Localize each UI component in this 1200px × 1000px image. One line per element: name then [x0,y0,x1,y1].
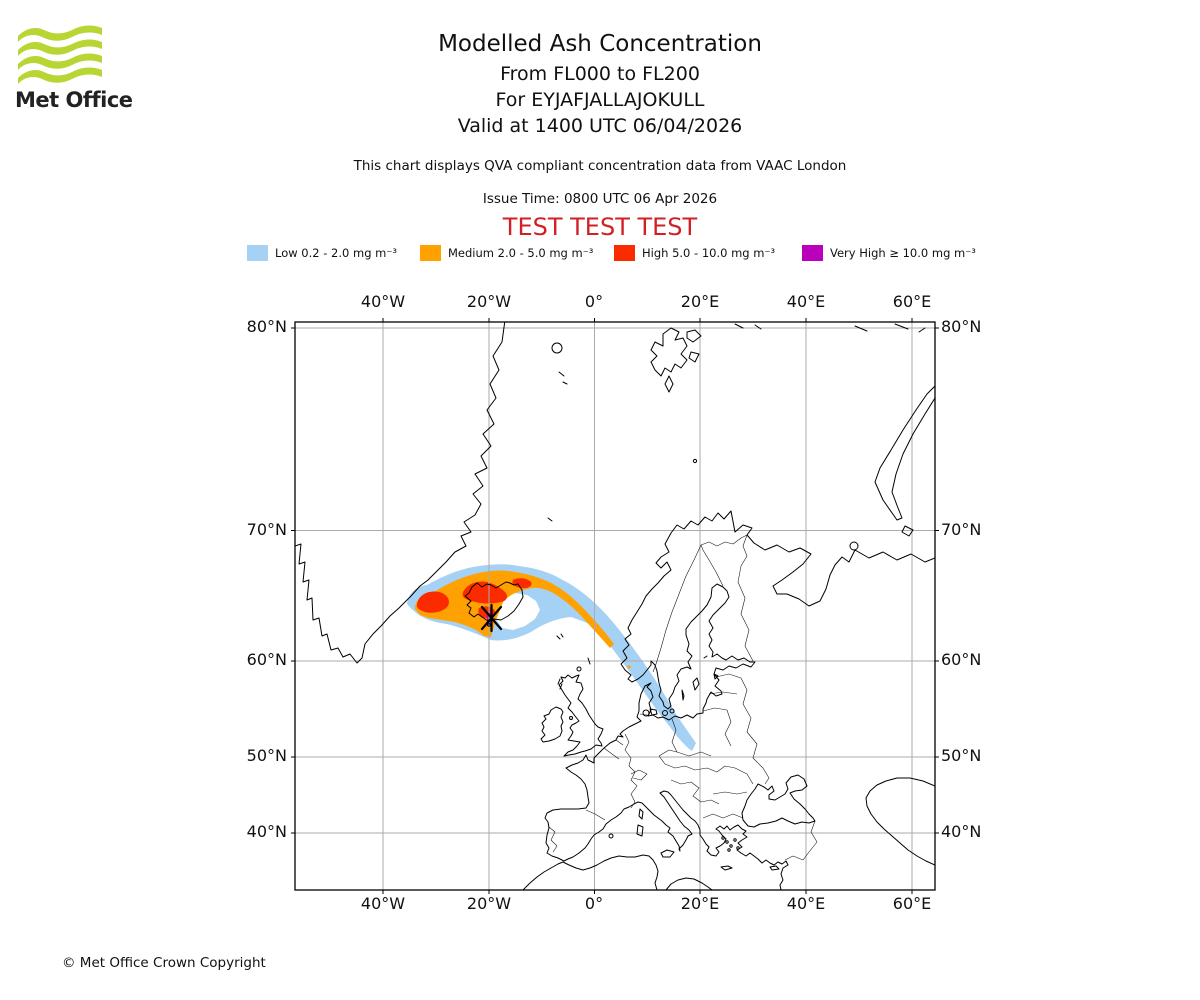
met-office-waves-icon [18,25,102,84]
axis-label-top-0: 0° [584,292,604,311]
qva-note: This chart displays QVA compliant concen… [353,158,847,174]
axis-label-top-60e: 60°E [892,292,932,311]
axis-label-left-70n: 70°N [246,520,287,539]
axis-label-left-40n: 40°N [246,822,287,841]
axis-label-bottom-20w: 20°W [466,894,512,913]
legend-label-medium: Medium 2.0 - 5.0 mg m⁻³ [448,246,594,260]
axis-label-top-20e: 20°E [680,292,720,311]
volcano-marker-icon [480,603,503,633]
axis-label-right-40n: 40°N [941,822,982,841]
legend-label-high: High 5.0 - 10.0 mg m⁻³ [642,246,776,260]
legend-item-high: High 5.0 - 10.0 mg m⁻³ [614,244,775,262]
legend-item-medium: Medium 2.0 - 5.0 mg m⁻³ [420,244,593,262]
legend-swatch-low [247,245,268,261]
axis-label-left-60n: 60°N [246,650,287,669]
legend-label-low: Low 0.2 - 2.0 mg m⁻³ [275,246,398,260]
axis-label-right-50n: 50°N [941,746,982,765]
subtitle-valid-time: Valid at 1400 UTC 06/04/2026 [457,115,743,137]
map-canvas [290,317,940,895]
issue-time: Issue Time: 0800 UTC 06 Apr 2026 [482,191,718,207]
axis-label-bottom-20e: 20°E [680,894,720,913]
met-office-wordmark: Met Office [15,88,133,112]
legend-item-very-high: Very High ≥ 10.0 mg m⁻³ [802,244,976,262]
test-banner: TEST TEST TEST [502,213,698,241]
country-borders [548,534,818,861]
axis-label-bottom-40w: 40°W [360,894,406,913]
axis-label-bottom-40e: 40°E [786,894,826,913]
axis-label-right-80n: 80°N [941,317,982,336]
axis-label-left-50n: 50°N [246,746,287,765]
axis-label-top-20w: 20°W [466,292,512,311]
axis-label-top-40w: 40°W [360,292,406,311]
axis-label-bottom-60e: 60°E [892,894,932,913]
legend-label-very-high: Very High ≥ 10.0 mg m⁻³ [830,246,976,260]
axis-label-left-80n: 80°N [246,317,287,336]
map-frame [294,321,936,891]
axis-ticks [291,318,939,894]
subtitle-volcano: For EYJAFJALLAJOKULL [495,89,705,111]
legend-swatch-medium [420,245,441,261]
page-title: Modelled Ash Concentration [438,31,762,57]
axis-label-top-40e: 40°E [786,292,826,311]
copyright-note: © Met Office Crown Copyright [62,955,266,971]
map-gridlines [295,322,935,890]
subtitle-flight-levels: From FL000 to FL200 [500,63,700,85]
coastlines [295,322,935,890]
axis-label-right-70n: 70°N [941,520,982,539]
axis-label-bottom-0: 0° [584,894,604,913]
met-office-logo [14,22,144,117]
legend-swatch-very-high [802,245,823,261]
legend-swatch-high [614,245,635,261]
ash-plume-high [416,578,532,619]
legend-item-low: Low 0.2 - 2.0 mg m⁻³ [247,244,397,262]
axis-label-right-60n: 60°N [941,650,982,669]
